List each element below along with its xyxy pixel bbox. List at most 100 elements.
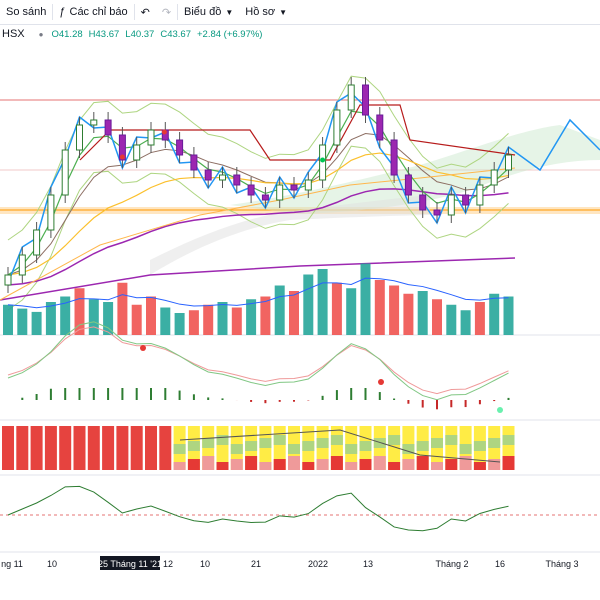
heat-cell (330, 435, 343, 445)
price-candle (333, 109, 341, 146)
volume-bar (417, 291, 428, 335)
price-candle (261, 194, 269, 201)
heat-cell (202, 456, 215, 470)
price-candle (33, 229, 41, 256)
volume-bar (317, 269, 328, 335)
heat-cell (59, 426, 72, 470)
chevron-down-icon: ▼ (279, 7, 288, 17)
heat-cell (130, 426, 143, 470)
compare-button[interactable]: So sánh (0, 0, 52, 24)
upper-band-line (7, 75, 509, 241)
heat-cell (473, 441, 486, 451)
chart-menu-button[interactable]: Biểu đồ ▼ (178, 0, 239, 24)
heat-cell (288, 444, 300, 454)
price-candle (147, 129, 155, 146)
heat-cell (431, 438, 443, 448)
volume-bar (389, 285, 400, 335)
macd-histogram-bar (78, 388, 81, 400)
x-axis-tick-label: 13 (363, 559, 373, 569)
price-candle (4, 274, 12, 286)
heat-cell (202, 438, 215, 448)
function-icon: ƒ (59, 6, 66, 18)
heat-cell (402, 459, 415, 470)
price-candle (505, 154, 512, 171)
volume-bar (217, 302, 228, 335)
volume-bar (474, 302, 485, 335)
price-candle (18, 254, 26, 276)
price-candle (61, 149, 69, 196)
heat-cell (30, 426, 43, 470)
x-axis-tick-label: 10 (200, 559, 210, 569)
volume-bar (3, 304, 13, 335)
volume-bar (103, 302, 114, 335)
price-candle (362, 84, 369, 116)
volume-bar (146, 296, 156, 335)
ma-line (7, 132, 509, 276)
heat-cell (16, 426, 29, 470)
macd-histogram-bar (264, 400, 267, 404)
volume-bar (346, 288, 357, 335)
cloud-area (230, 125, 600, 214)
heat-cell (288, 456, 300, 470)
ma-line (7, 152, 509, 276)
heat-cell (145, 426, 157, 470)
price-candle (190, 154, 198, 171)
profile-label: Hồ sơ (245, 6, 276, 18)
macd-histogram-bar (164, 388, 167, 400)
heat-cell (488, 438, 501, 448)
macd-histogram-bar (464, 400, 467, 408)
x-axis-tick-label: 21 (251, 559, 261, 569)
indicators-button[interactable]: ƒ Các chỉ báo (53, 0, 133, 24)
macd-histogram-bar (407, 400, 410, 404)
macd-histogram-bar (335, 390, 338, 400)
price-candle (118, 134, 126, 161)
macd-histogram-bar (507, 397, 510, 400)
cloud-area (150, 195, 430, 275)
heat-cell (502, 456, 515, 470)
macd-histogram-bar (21, 397, 24, 400)
open-value: O41.28 (51, 28, 83, 40)
heat-trend-line (179, 429, 501, 463)
heat-cell (345, 462, 358, 470)
x-axis-tick-label: ng 11 (1, 559, 23, 569)
redo-button[interactable]: ↷ (156, 0, 177, 24)
heat-cell (459, 444, 472, 454)
volume-bar (45, 302, 56, 335)
heat-cell (459, 456, 472, 470)
price-candle (176, 139, 184, 156)
volume-bar (117, 282, 128, 335)
volume-bar (60, 296, 71, 335)
macd-histogram-bar (64, 388, 67, 400)
heat-cell (159, 426, 172, 470)
volume-bar (131, 304, 142, 335)
macd-signal-line (7, 326, 509, 395)
macd-histogram-bar (436, 400, 438, 410)
undo-button[interactable]: ↶ (135, 0, 156, 24)
x-axis-tick-label: 12 (163, 559, 173, 569)
heat-cell (73, 426, 86, 470)
volume-bar (231, 307, 242, 335)
price-candle (90, 119, 98, 126)
volume-bar (446, 304, 457, 335)
toolbar-divider (133, 4, 135, 20)
price-candle (47, 194, 55, 231)
macd-histogram-bar (221, 398, 224, 400)
heat-cell (502, 435, 515, 445)
close-value: C43.67 (160, 28, 191, 40)
heat-cell (488, 459, 501, 470)
volume-bar (203, 304, 214, 335)
low-value: L40.37 (125, 28, 155, 40)
heat-cell (473, 462, 486, 470)
macd-histogram-bar (378, 392, 381, 400)
volume-bar (460, 310, 471, 335)
heat-cell (173, 462, 186, 470)
volume-bar (160, 307, 171, 335)
profile-menu-button[interactable]: Hồ sơ ▼ (239, 0, 293, 24)
heat-cell (388, 435, 401, 445)
price-candle (447, 194, 455, 216)
heat-cell (259, 438, 272, 448)
heat-cell (87, 426, 100, 470)
volume-bar (31, 311, 42, 335)
price-candle (133, 144, 141, 161)
